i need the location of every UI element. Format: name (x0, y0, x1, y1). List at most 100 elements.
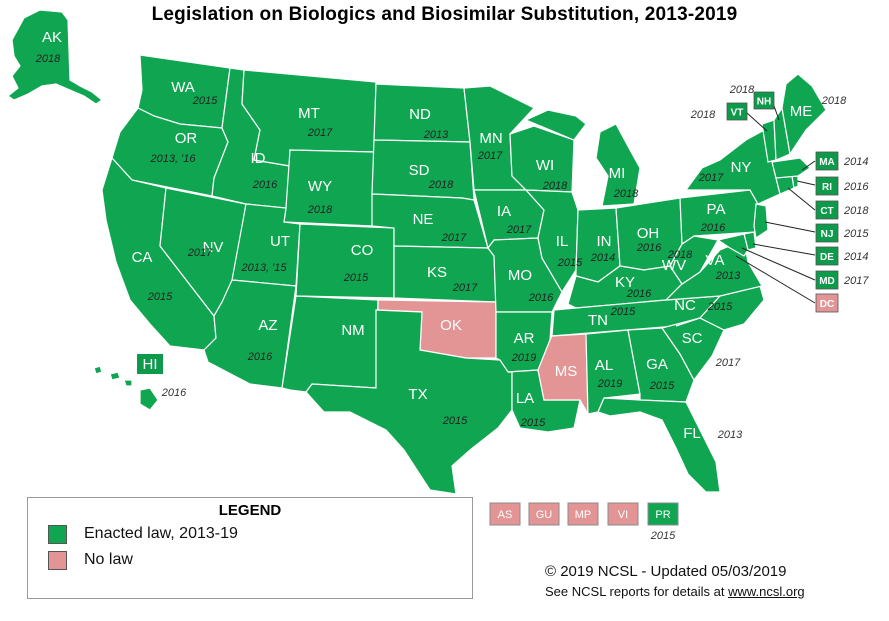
state-year-al: 2019 (597, 378, 622, 390)
state-abbr-az: AZ (258, 317, 277, 334)
state-az[interactable] (203, 279, 297, 389)
state-co[interactable] (295, 223, 395, 299)
state-abbr-ar: AR (514, 330, 535, 347)
state-nc[interactable] (675, 285, 765, 331)
state-abbr-sd: SD (409, 162, 430, 179)
state-year-ny: 2017 (698, 172, 724, 184)
state-box-nh: NH (753, 91, 775, 110)
state-abbr-nm: NM (341, 322, 364, 339)
state-year-tn: 2015 (610, 306, 636, 318)
state-hi-box (137, 354, 163, 374)
state-abbr-ca: CA (132, 249, 153, 266)
state-ma[interactable] (771, 157, 811, 179)
small-state-box-de-rect (815, 246, 839, 266)
territory-rect-vi (607, 502, 639, 526)
state-label-sc: SC 2017 (682, 330, 742, 369)
small-state-box-md: MD (815, 270, 839, 290)
state-label-nc: NC 2015 (674, 297, 733, 314)
state-ak[interactable] (6, 9, 104, 105)
state-year-ut: 2013, '15 (241, 262, 288, 274)
state-wy[interactable] (283, 149, 375, 227)
state-il[interactable] (524, 189, 579, 294)
state-label-mt: MT 2017 (298, 105, 333, 139)
state-abbr-la: LA (516, 390, 534, 407)
state-abbr-ia: IA (497, 203, 511, 220)
state-year-tx: 2015 (442, 415, 468, 427)
state-year-ar: 2019 (511, 352, 536, 364)
territory-rect-gu (528, 502, 560, 526)
state-label-ne: NE 2017 (413, 211, 468, 244)
state-box-nh-abbr: NH (757, 97, 771, 108)
state-label-mn: MN 2017 (477, 130, 503, 162)
state-abbr-ga: GA (646, 356, 668, 373)
small-state-box-ct-abbr: CT (820, 206, 833, 217)
territory-rect-mp (567, 502, 599, 526)
state-nm[interactable] (281, 295, 379, 393)
state-year-wv: 2018 (667, 249, 693, 261)
territory-as: AS (489, 502, 521, 526)
footer-note: See NCSL reports for details at www.ncsl… (545, 584, 805, 599)
state-abbr-wi: WI (536, 157, 554, 174)
territory-rect-pr (647, 502, 679, 526)
small-state-box-de: DE (815, 246, 839, 266)
territory-abbr-as: AS (498, 509, 513, 521)
state-abbr-nd: ND (409, 106, 431, 123)
state-year-va: 2013 (715, 270, 741, 282)
state-abbr-ne: NE (413, 211, 434, 228)
state-abbr-ok: OK (440, 317, 462, 334)
state-tx[interactable] (305, 309, 513, 495)
state-year-nh: 2018 (729, 84, 755, 96)
state-year-ky: 2016 (626, 288, 652, 300)
territory-vi: VI (607, 502, 639, 526)
small-state-year-ct: 2018 (843, 205, 869, 217)
state-year-ca: 2015 (147, 291, 173, 303)
small-state-box-dc-rect (815, 293, 839, 313)
small-state-year-nj: 2015 (843, 228, 869, 240)
state-label-az: AZ 2016 (247, 317, 278, 363)
territory-year-pr: 2015 (650, 530, 676, 542)
legend-title: LEGEND (218, 502, 282, 519)
territory-abbr-mp: MP (575, 509, 592, 521)
state-abbr-or: OR (175, 130, 198, 147)
small-state-box-dc-abbr: DC (820, 299, 834, 310)
state-label-tx: TX 2015 (408, 386, 468, 427)
state-abbr-fl: FL (683, 425, 701, 442)
state-abbr-tx: TX (408, 386, 427, 403)
state-abbr-ky: KY (615, 274, 635, 291)
state-abbr-id: ID (251, 150, 266, 167)
state-year-sc: 2017 (715, 357, 741, 369)
state-me[interactable] (781, 73, 827, 156)
state-label-ga: GA 2015 (646, 356, 675, 392)
state-label-ny: NY 2017 (698, 159, 752, 184)
state-label-ok: OK (440, 317, 462, 334)
state-fl[interactable] (597, 397, 721, 493)
state-abbr-mo: MO (508, 267, 532, 284)
state-abbr-ak: AK (42, 29, 62, 46)
state-year-pa: 2016 (700, 222, 726, 234)
state-label-ms: MS (555, 363, 578, 380)
state-md[interactable] (716, 233, 749, 257)
legend-item-no-law: No law (48, 550, 133, 570)
state-hi[interactable] (93, 365, 159, 411)
state-label-nd: ND 2013 (409, 106, 449, 141)
state-year-or: 2013, '16 (150, 153, 197, 165)
state-abbr-wv: WV (662, 257, 686, 274)
state-year-ak: 2018 (35, 53, 61, 65)
state-label-il: IL 2015 (556, 233, 583, 269)
state-label-mo: MO 2016 (508, 267, 554, 304)
state-year-mi: 2018 (613, 188, 639, 200)
state-year-wi: 2018 (542, 180, 568, 192)
small-state-year-md: 2017 (843, 275, 869, 287)
territory-abbr-vi: VI (618, 509, 628, 521)
state-abbr-mt: MT (298, 105, 320, 122)
state-label-la: LA 2015 (516, 390, 546, 429)
state-label-al: AL 2019 (595, 357, 622, 390)
state-box-vt-abbr: VT (731, 108, 744, 119)
state-nj[interactable] (753, 203, 769, 240)
state-abbr-in: IN (597, 233, 612, 250)
state-mi[interactable] (524, 109, 641, 207)
ncsl-link[interactable]: www.ncsl.org (728, 584, 805, 599)
